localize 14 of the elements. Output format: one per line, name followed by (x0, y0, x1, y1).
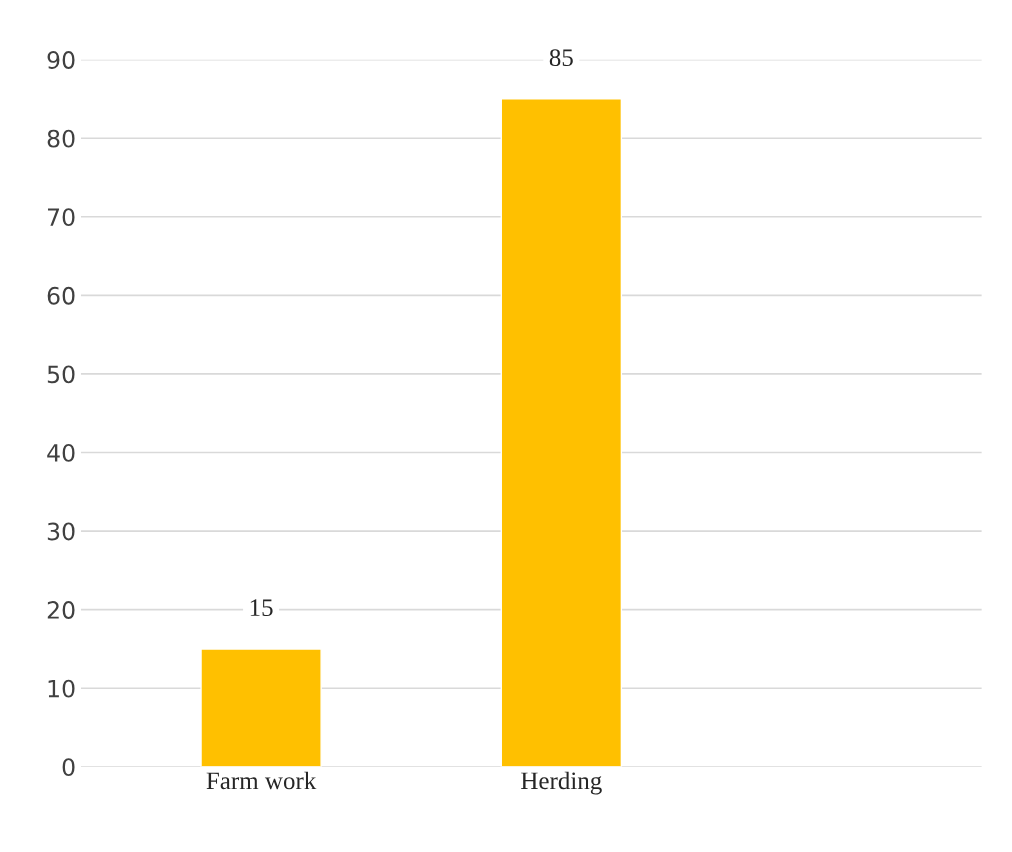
y-tick-label: 80 (47, 129, 75, 148)
data-label: 85 (549, 49, 573, 67)
y-tick-label: 60 (47, 286, 75, 305)
x-tick-label: Farm work (206, 771, 317, 790)
y-tick-label: 10 (48, 679, 75, 698)
y-tick-label: 50 (47, 365, 75, 384)
x-tick-label: Herding (521, 771, 602, 795)
y-tick-label: 90 (47, 51, 75, 69)
y-tick-label: 0 (62, 758, 75, 777)
data-label: 15 (250, 599, 273, 617)
y-tick-label: 40 (47, 443, 75, 462)
y-tick-label: 20 (47, 601, 75, 619)
y-tick-label: 70 (47, 208, 75, 227)
y-tick-label: 30 (47, 522, 75, 541)
